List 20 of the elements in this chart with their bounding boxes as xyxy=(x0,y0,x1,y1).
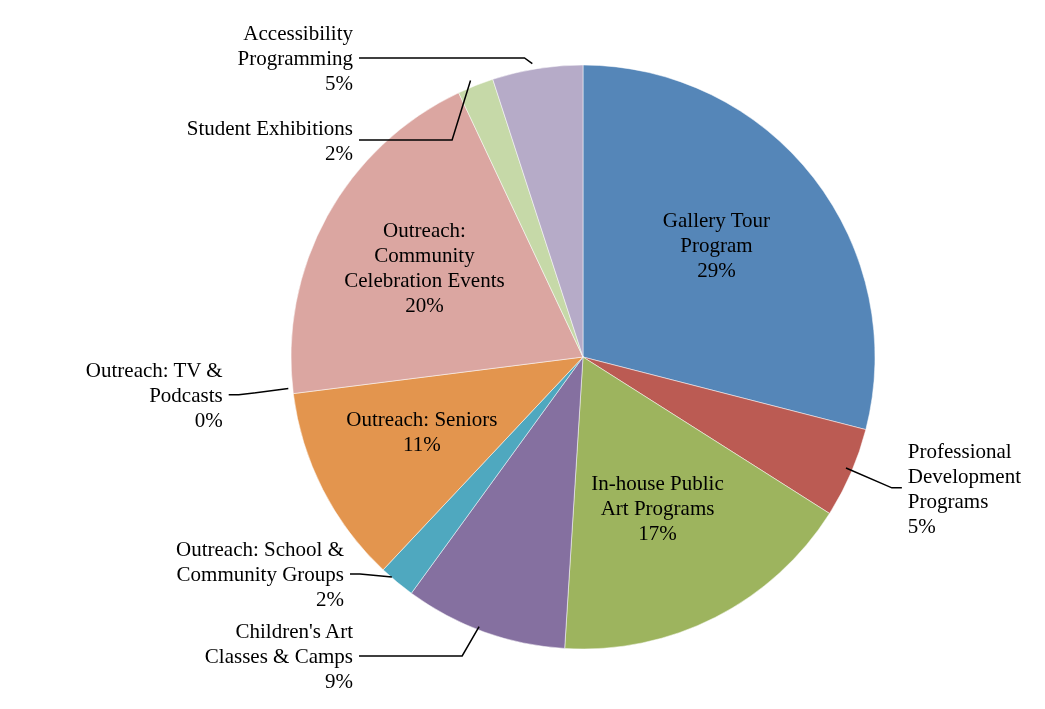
slice-label: Outreach: Seniors xyxy=(346,407,498,432)
slice-label: Outreach: Community Celebration Events xyxy=(344,218,505,293)
data-label: 9% xyxy=(325,669,353,694)
data-label: 5% xyxy=(907,513,936,538)
slice-label: Outreach: School & Community Groups xyxy=(176,537,344,587)
slice-label: Accessibility Programming xyxy=(237,21,354,71)
data-label: 20% xyxy=(405,293,444,318)
text: 0% xyxy=(194,408,223,433)
slice-label: Professional Development Programs xyxy=(907,438,1022,513)
slice-label: Student Exhibitions xyxy=(186,115,353,140)
data-label: 17% xyxy=(638,521,677,546)
data-label: 2% xyxy=(316,587,344,612)
slice-label: Children's Art Classes & Camps xyxy=(204,619,354,669)
slice-label: In-house Public Art Programs xyxy=(591,471,724,521)
data-label: 11% xyxy=(403,432,441,457)
data-label: 2% xyxy=(325,140,353,165)
slice-label: Gallery Tour Program xyxy=(662,207,771,257)
data-label: 5% xyxy=(325,71,353,96)
data-label: 29% xyxy=(697,257,736,282)
legend-label: Outreach: TV & Podcasts xyxy=(85,358,223,408)
